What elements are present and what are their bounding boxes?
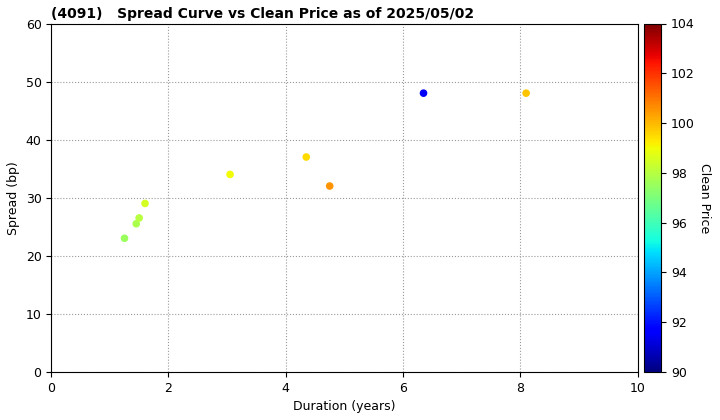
Point	[521, 90, 532, 97]
Point	[133, 215, 145, 221]
X-axis label: Duration (years): Duration (years)	[293, 400, 395, 413]
Point	[418, 90, 429, 97]
Point	[139, 200, 150, 207]
Y-axis label: Clean Price: Clean Price	[698, 163, 711, 233]
Text: (4091)   Spread Curve vs Clean Price as of 2025/05/02: (4091) Spread Curve vs Clean Price as of…	[51, 7, 474, 21]
Point	[119, 235, 130, 242]
Point	[300, 154, 312, 160]
Point	[324, 183, 336, 189]
Point	[130, 220, 142, 227]
Point	[224, 171, 235, 178]
Y-axis label: Spread (bp): Spread (bp)	[7, 161, 20, 234]
